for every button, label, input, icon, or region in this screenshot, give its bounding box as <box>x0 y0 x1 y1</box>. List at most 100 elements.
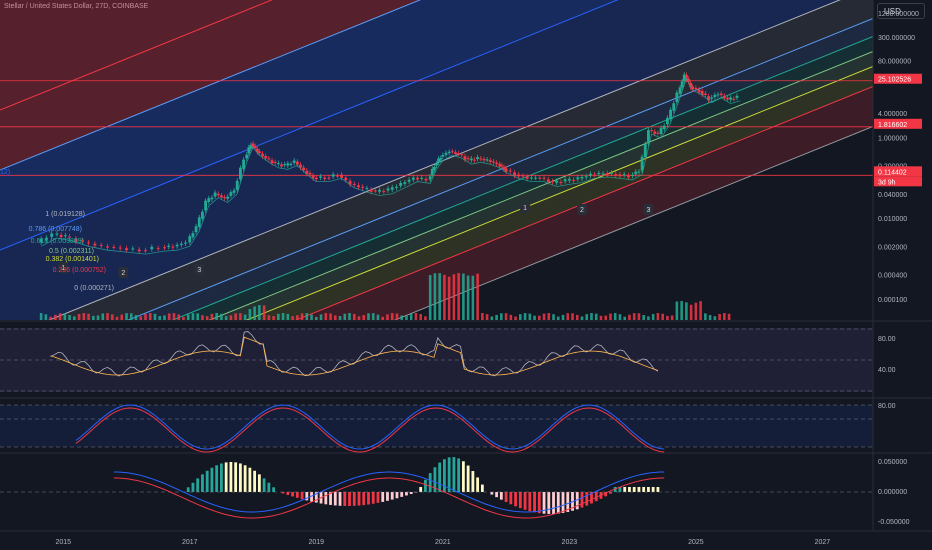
candle-body <box>238 167 242 180</box>
volume-bar <box>73 316 76 320</box>
macd-histogram-bar <box>405 492 408 496</box>
volume-bar <box>153 313 157 320</box>
candle-body <box>273 162 277 164</box>
volume-bar <box>348 313 351 320</box>
volume-bar <box>224 316 228 320</box>
candle-body <box>99 245 103 247</box>
macd-histogram-bar <box>504 492 508 502</box>
candle-body <box>63 235 67 237</box>
volume-bar <box>428 275 432 320</box>
volume-bar <box>243 314 247 320</box>
candle-body <box>502 166 506 170</box>
fib-label: 0.786 (0.007748) <box>29 226 82 233</box>
volume-bar <box>106 313 109 320</box>
candle-body <box>80 240 84 242</box>
volume-bar <box>409 313 413 320</box>
wave-label: 1 <box>520 202 531 213</box>
volume-bar <box>120 314 124 320</box>
volume-bar <box>466 275 470 320</box>
macd-histogram-bar <box>205 470 209 492</box>
candle-body <box>305 170 309 174</box>
macd-histogram-bar <box>224 462 228 492</box>
macd-histogram-bar <box>632 487 636 492</box>
candle-body <box>74 238 78 242</box>
macd-histogram-bar <box>514 492 517 507</box>
candle-body <box>295 161 299 165</box>
volume-bar <box>447 276 451 320</box>
candle-body <box>289 163 293 165</box>
volume-bar <box>248 308 252 320</box>
candle-body <box>466 158 470 160</box>
ma-line <box>40 77 741 255</box>
volume-bar <box>205 316 209 320</box>
candle-body <box>286 163 290 166</box>
fib-label: 0.618 (0.003809) <box>31 238 84 245</box>
candle-body <box>631 174 635 177</box>
candle-body <box>184 242 187 244</box>
macd-histogram-bar <box>305 492 309 501</box>
volume-bar <box>547 313 551 320</box>
volume-bar <box>533 315 536 320</box>
volume-bar <box>528 313 532 320</box>
candle-body <box>257 151 261 154</box>
price-marker-label: 0.114402 <box>878 169 907 176</box>
candle-body <box>680 81 684 88</box>
candle-body <box>687 78 690 82</box>
price-marker-box <box>874 166 922 177</box>
macd-histogram-bar <box>647 487 650 492</box>
candle-body <box>529 177 533 179</box>
volume-bar <box>661 313 664 320</box>
macd-histogram-bar <box>338 492 342 506</box>
macd-axis-label: 0.000000 <box>878 489 907 496</box>
volume-bar <box>63 313 67 320</box>
candle-body <box>572 179 575 181</box>
volume-bar <box>585 314 589 320</box>
fib-band <box>0 0 840 320</box>
macd-histogram-bar <box>585 492 589 506</box>
volume-bar <box>723 313 726 320</box>
candle-body <box>87 242 90 244</box>
candle-body <box>675 92 679 103</box>
macd-histogram-bar <box>191 482 195 492</box>
volume-bar <box>651 314 655 320</box>
volume-bar <box>177 314 181 320</box>
candle-body <box>327 177 331 179</box>
candle-body <box>314 177 318 180</box>
price-axis-label: 4.000000 <box>878 111 907 118</box>
candle-body <box>555 180 559 183</box>
volume-bar <box>443 274 446 320</box>
volume-bar <box>305 313 309 320</box>
volume-bar <box>144 313 147 320</box>
candle-body <box>538 177 542 179</box>
volume-bar <box>134 315 138 320</box>
wave-label-box <box>520 202 531 213</box>
volume-bar <box>229 315 233 320</box>
candle-body <box>485 159 489 161</box>
volume-bar <box>613 313 617 320</box>
volume-bar <box>594 313 598 320</box>
macd-histogram-bar <box>348 492 351 506</box>
candle-body <box>319 176 322 178</box>
candle-body <box>245 154 249 159</box>
volume-bar <box>333 315 337 320</box>
volume-bar <box>713 316 717 320</box>
volume-bar <box>338 315 342 320</box>
fib-label: 1 (0.019128) <box>45 211 85 218</box>
macd-histogram-bar <box>604 492 608 497</box>
candle-body <box>439 157 443 160</box>
candle-body <box>626 175 630 178</box>
candle-body <box>447 151 451 154</box>
macd-histogram-bar <box>295 492 299 498</box>
candle-body <box>430 168 434 175</box>
rsi-ma-line <box>50 336 659 376</box>
volume-bar <box>390 313 394 320</box>
currency-button[interactable]: USD <box>877 3 925 19</box>
fib-level-line <box>0 0 619 251</box>
candle-body <box>220 195 223 198</box>
candle-body <box>167 245 171 247</box>
volume-bar <box>509 314 513 320</box>
volume-bar <box>628 314 631 320</box>
volume-bar <box>561 314 565 320</box>
macd-histogram-bar <box>291 492 294 497</box>
